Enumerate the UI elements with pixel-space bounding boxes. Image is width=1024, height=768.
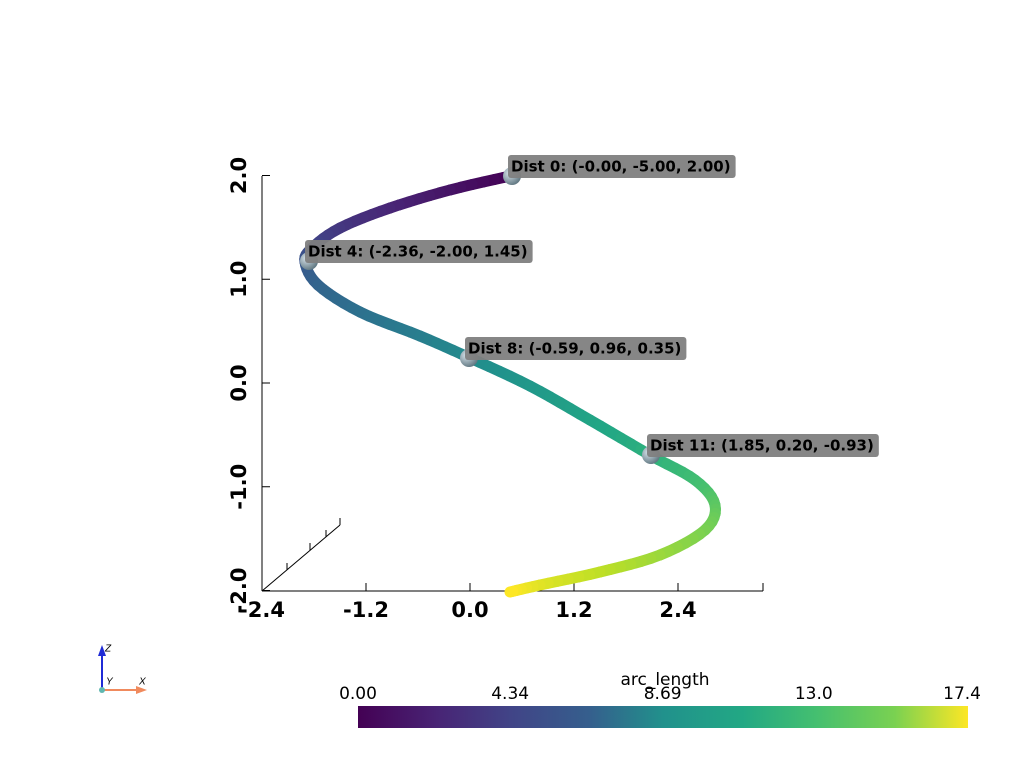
z-tick-label: 1.0 [227,261,251,298]
axes: -2.4 -1.2 0.0 1.2 2.4 2.0 1.0 0.0 -1.0 -2.0 [227,157,764,622]
x-label: X [138,677,146,688]
label-box [465,337,687,360]
tube-curve [299,170,721,598]
x-arrow-head [136,686,147,694]
colorbar-gradient [358,706,968,728]
label-box [305,240,533,263]
colorbar-tick-label: 13.0 [795,684,833,704]
point-label: Dist 8: (-0.59, 0.96, 0.35) [468,340,681,358]
colorbar-tick-label: 4.34 [491,684,529,704]
point-label: Dist 4: (-2.36, -2.00, 1.45) [308,243,528,261]
colorbar: arc_length 0.00 4.34 8.69 13.0 17.4 [339,670,981,728]
z-tick-label: -1.0 [227,464,251,510]
x-tick-label: -1.2 [343,598,389,622]
x-tick-label: 2.4 [659,598,696,622]
colorbar-title: arc_length [620,670,709,690]
x-tick-label: 0.0 [451,598,488,622]
z-tick-label: 2.0 [227,157,251,194]
z-arrow-head [98,645,106,656]
label-box [508,155,736,178]
colorbar-tick-label: 0.00 [339,684,377,704]
label-box [647,434,879,457]
colorbar-tick-label: 17.4 [943,684,981,704]
y-label: Y [106,677,114,688]
x-tick-label: 1.2 [555,598,592,622]
point-label: Dist 0: (-0.00, -5.00, 2.00) [511,158,731,176]
z-label: Z [104,644,112,655]
points: Dist 0: (-0.00, -5.00, 2.00) Dist 4: (-2.… [300,155,879,464]
orientation-widget: Z Y X [98,644,147,694]
y-arrow [99,687,105,693]
x-tick-label: -2.4 [239,598,285,622]
z-tick-label: 0.0 [227,364,251,401]
point-label: Dist 11: (1.85, 0.20, -0.93) [650,437,874,455]
colorbar-tick-label: 8.69 [644,684,682,704]
z-tick-label: -2.0 [227,568,251,614]
tube-segment [504,585,519,598]
depth-axis [261,518,341,592]
